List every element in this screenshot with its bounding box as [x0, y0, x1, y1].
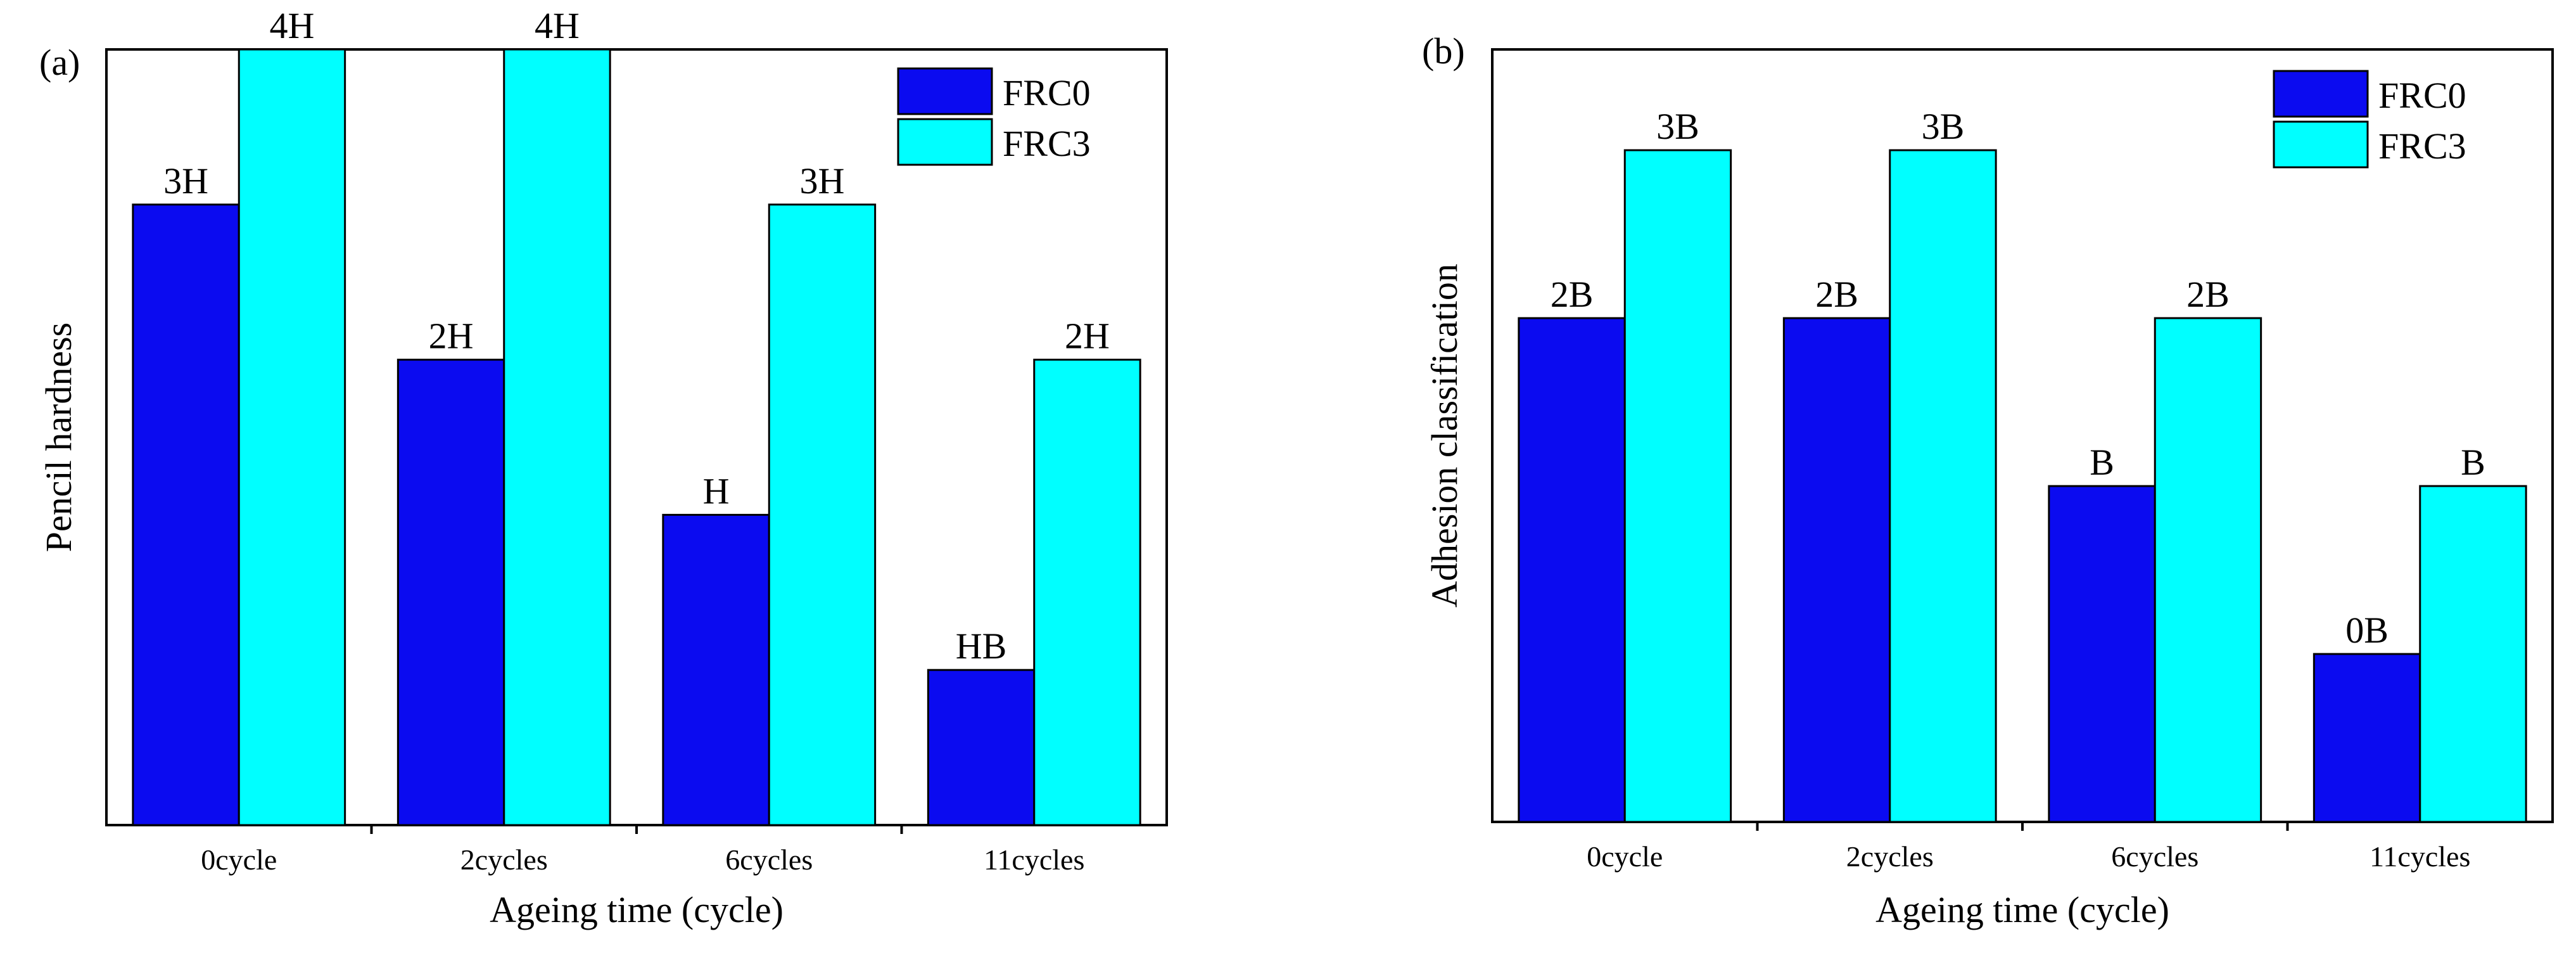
bar-data-label: B — [2090, 442, 2114, 483]
bar-data-label: 2B — [1551, 274, 1594, 315]
bar-frc0-2cycles — [397, 359, 505, 826]
bar-data-label: B — [2461, 442, 2485, 483]
x-tick-label: 2cycles — [1846, 840, 1934, 873]
x-tick-label: 6cycles — [725, 843, 813, 876]
y-axis-title: Pencil hardness — [38, 323, 79, 552]
chart-panel-a: 0cycle 3H 4H 2cycles 2H 4H 6cycles H 3H 11cycles H… — [38, 5, 1168, 930]
bar-frc3-11cycles — [1033, 359, 1141, 826]
bar-data-label: 2H — [429, 316, 474, 357]
bar-data-label: H — [703, 470, 730, 511]
bar-frc3-11cycles — [2419, 485, 2527, 823]
bar-frc0-11cycles — [2313, 653, 2421, 823]
bar-data-label: HB — [956, 625, 1007, 667]
chart-panel-b: 0cycle 2B 3B 2cycles 2B 3B 6cycles B 2B 11cycles 0… — [1422, 30, 2554, 930]
x-tick-label: 0cycle — [201, 843, 277, 876]
bar-frc3-6cycles — [2154, 317, 2262, 823]
legend-swatch-frc0 — [2273, 70, 2369, 118]
x-tick-label: 11cycles — [2370, 840, 2470, 873]
legend-swatch-frc0 — [897, 67, 993, 115]
x-tick-label: 0cycle — [1587, 840, 1663, 873]
legend-label-frc0: FRC0 — [1003, 72, 1091, 113]
legend-swatch-frc3 — [2273, 120, 2369, 169]
legend-label-frc0: FRC0 — [2378, 75, 2466, 116]
bar-data-label: 2H — [1065, 316, 1110, 357]
bar-frc3-2cycles — [503, 48, 611, 826]
legend-swatch-frc3 — [897, 118, 993, 166]
bar-data-label: 3B — [1656, 106, 1699, 147]
bar-data-label: 2B — [1815, 274, 1858, 315]
x-axis-title: Ageing time (cycle) — [1875, 889, 2169, 930]
bar-data-label: 3H — [163, 160, 208, 202]
legend-label-frc3: FRC3 — [2378, 125, 2466, 167]
bar-data-label: 2B — [2186, 274, 2230, 315]
bar-data-label: 4H — [535, 5, 580, 46]
bar-frc0-6cycles — [2048, 485, 2156, 823]
panel-tag: (b) — [1422, 30, 1465, 72]
x-tick-label: 6cycles — [2111, 840, 2198, 873]
x-tick-label: 2cycles — [460, 843, 548, 876]
bar-frc0-0cycle — [132, 203, 240, 826]
bar-frc0-6cycles — [662, 513, 770, 826]
bar-data-label: 4H — [270, 5, 315, 46]
x-axis-title: Ageing time (cycle) — [490, 889, 784, 930]
legend-label-frc3: FRC3 — [1003, 123, 1091, 164]
x-tick-label: 11cycles — [984, 843, 1084, 876]
y-axis-title: Adhesion classification — [1424, 264, 1465, 608]
bar-data-label: 3B — [1922, 106, 1965, 147]
bar-frc0-0cycle — [1518, 317, 1626, 823]
bar-frc0-11cycles — [927, 669, 1036, 826]
bar-frc3-0cycle — [238, 48, 346, 826]
panel-tag: (a) — [39, 42, 80, 83]
bar-frc0-2cycles — [1782, 317, 1891, 823]
bar-frc3-0cycle — [1623, 149, 1732, 823]
bar-frc3-2cycles — [1889, 149, 1997, 823]
bar-frc3-6cycles — [768, 203, 877, 826]
bar-data-label: 3H — [800, 160, 845, 202]
bar-data-label: 0B — [2345, 610, 2389, 651]
